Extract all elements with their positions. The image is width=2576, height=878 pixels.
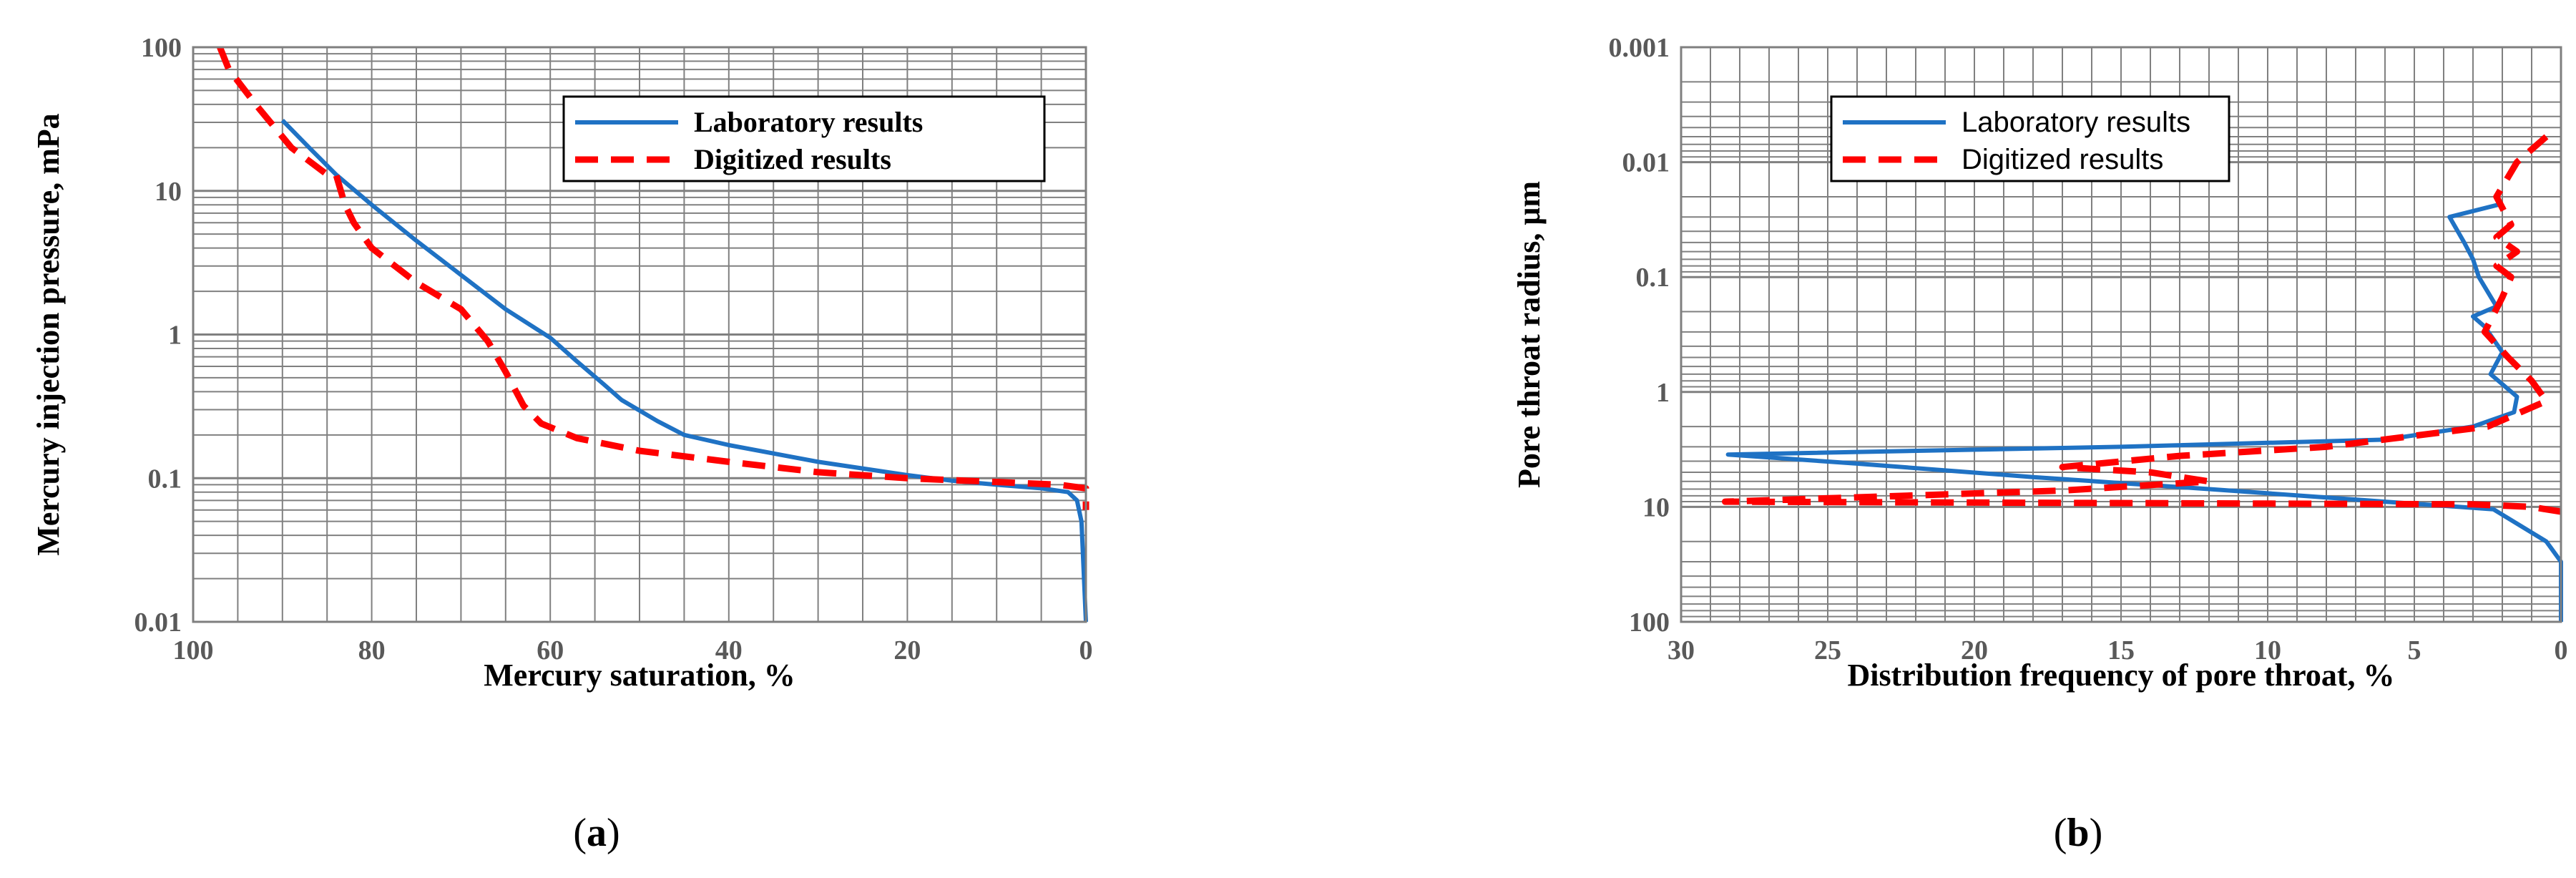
chart-b-x-ticks: 30 25 20 15 10 5 0 [1667,635,2568,665]
chart-b-legend: Laboratory results Digitized results [1830,95,2230,182]
chart-b-x-tick-label: 15 [2107,635,2135,665]
chart-b: 30 25 20 15 10 5 0 0.001 0.01 0.1 1 10 100 Distribu… [1512,33,2568,855]
chart-a-y-tick-label: 1 [168,321,182,351]
chart-a-legend-label-digitized: Digitized results [694,143,891,175]
chart-b-x-tick-label: 20 [1961,635,1988,665]
chart-b-y-ticks: 0.001 0.01 0.1 1 10 100 [1609,33,1670,638]
chart-a-y-axis-label: Mercury injection pressure, mPa [31,113,66,555]
chart-b-legend-label-lab: Laboratory results [1962,107,2190,138]
chart-a-panel-letter: a [587,811,607,855]
chart-a-series-lab-line [280,119,1088,623]
chart-a-legend-label-lab: Laboratory results [694,106,923,138]
chart-a-x-tick-label: 100 [173,635,214,665]
chart-b-x-tick-label: 30 [1667,635,1695,665]
chart-a-plot-frame [192,46,1087,623]
chart-a-y-tick-label: 100 [141,33,182,63]
chart-b-panel-label: (b) [2054,811,2102,855]
chart-a-series [217,46,1089,623]
chart-a-y-tick-label: 0.01 [134,608,182,638]
chart-a-x-tick-label: 20 [893,635,921,665]
chart-a-y-tick-label: 0.1 [148,464,182,494]
chart-a-legend: Laboratory results Digitized results [562,95,1046,182]
chart-b-y-tick-label: 100 [1629,608,1670,638]
chart-b-plot-frame [1680,46,2562,623]
chart-b-legend-label-digitized: Digitized results [1962,144,2163,175]
chart-b-x-tick-label: 5 [2408,635,2421,665]
chart-b-y-axis-label: Pore throat radius, μm [1512,181,1547,488]
chart-a-y-ticks: 100 10 1 0.1 0.01 [134,33,182,638]
chart-a-x-axis-label: Mercury saturation, % [484,658,795,693]
chart-b-x-tick-label: 25 [1814,635,1841,665]
chart-a-x-tick-label: 60 [537,635,564,665]
chart-b-x-tick-label: 10 [2254,635,2281,665]
chart-b-x-tick-label: 0 [2555,635,2568,665]
chart-a-x-tick-label: 0 [1079,635,1093,665]
chart-a-x-ticks: 100 80 60 40 20 0 [173,635,1093,665]
chart-b-y-tick-label: 1 [1656,378,1670,408]
chart-a-x-tick-label: 80 [358,635,386,665]
chart-b-y-tick-label: 0.001 [1609,33,1670,63]
chart-b-panel-letter: b [2067,811,2089,855]
chart-a-series-digitized-line [217,46,1089,510]
chart-a: 100 80 60 40 20 0 100 10 1 0.1 0.01 Mercury satur… [31,33,1093,855]
chart-b-series [1722,134,2563,622]
chart-a-legend-box [562,95,1046,182]
chart-a-x-tick-label: 40 [715,635,743,665]
chart-b-y-tick-label: 0.01 [1622,148,1670,178]
chart-b-legend-box [1830,95,2230,182]
chart-b-y-tick-label: 10 [1642,492,1670,522]
chart-a-y-tick-label: 10 [155,177,182,207]
chart-a-panel-label: (a) [573,811,619,855]
chart-b-series-digitized-line [1722,134,2562,515]
chart-b-x-axis-label: Distribution frequency of pore throat, % [1847,658,2394,693]
chart-b-y-tick-label: 0.1 [1636,263,1670,293]
